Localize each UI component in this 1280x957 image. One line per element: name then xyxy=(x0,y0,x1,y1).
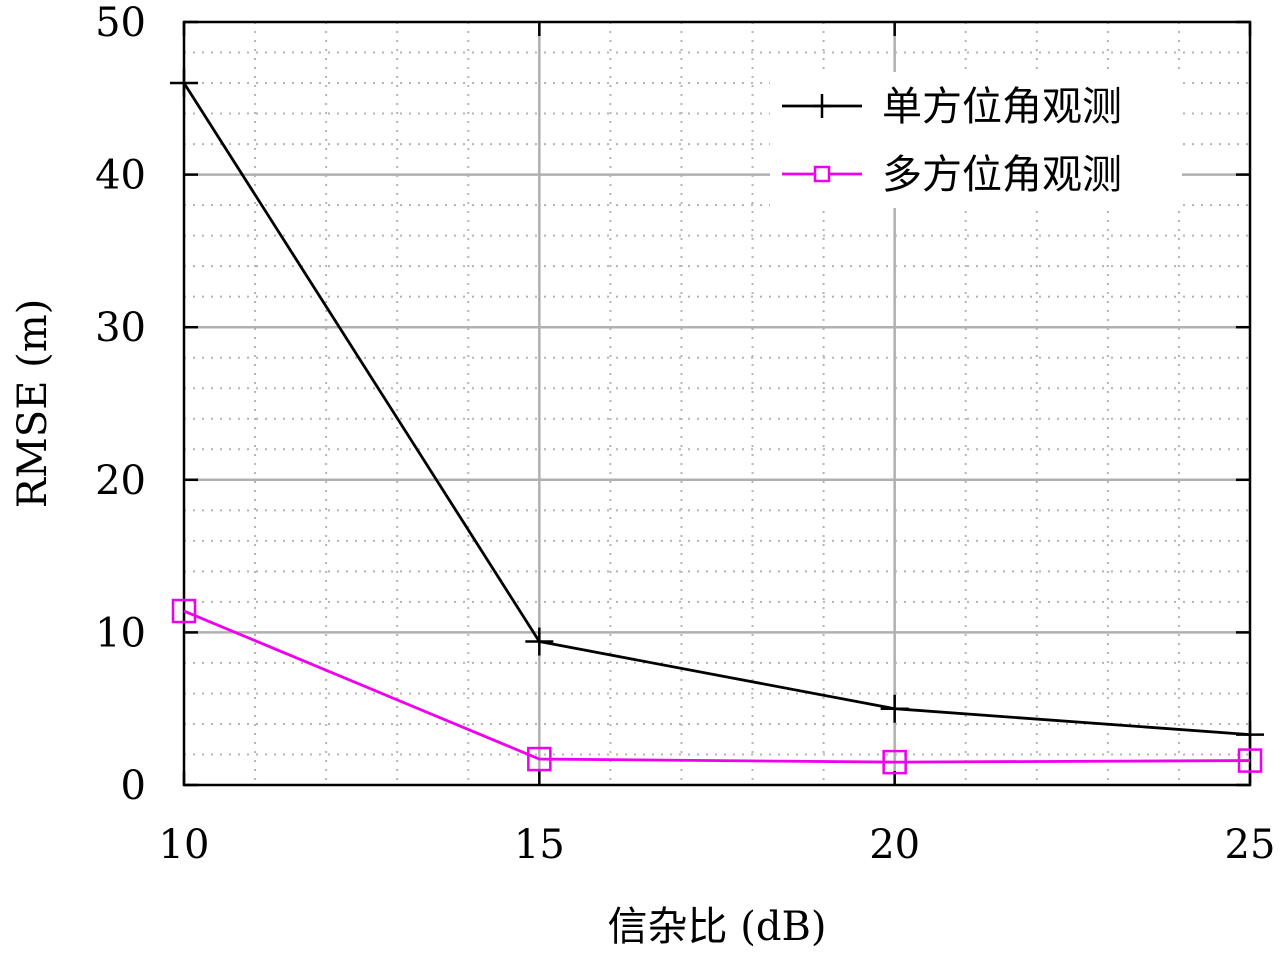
legend-entry: 单方位角观测 xyxy=(782,84,1122,130)
y-tick-label: 0 xyxy=(121,763,146,809)
legend-label: 单方位角观测 xyxy=(882,84,1122,130)
series-line xyxy=(182,82,1251,737)
x-tick-label: 20 xyxy=(869,822,920,868)
y-tick-label: 10 xyxy=(95,610,146,656)
legend-label: 多方位角观测 xyxy=(882,152,1122,198)
y-tick-label: 30 xyxy=(95,305,146,351)
legend-entry: 多方位角观测 xyxy=(782,152,1122,198)
x-tick-label: 10 xyxy=(159,822,210,868)
data-point-marker xyxy=(880,694,909,723)
legend-background xyxy=(770,72,1182,208)
data-point-marker xyxy=(1236,720,1264,749)
x-tick-label: 25 xyxy=(1225,822,1276,868)
data-point-marker xyxy=(525,627,554,656)
data-point-marker xyxy=(882,749,907,775)
data-point-marker xyxy=(170,69,198,98)
data-point-marker xyxy=(527,746,552,772)
x-tick-label: 15 xyxy=(514,822,565,868)
legend-marker xyxy=(813,165,831,183)
series-1 xyxy=(170,69,1264,749)
y-axis-title: RMSE (m) xyxy=(10,299,56,509)
plot-frame xyxy=(182,20,1252,787)
series-2 xyxy=(171,598,1263,775)
y-tick-label: 40 xyxy=(95,153,146,199)
y-tick-label: 50 xyxy=(95,0,146,46)
data-point-marker xyxy=(171,598,197,624)
series-line xyxy=(183,609,1251,764)
y-tick-label: 20 xyxy=(95,458,146,504)
series-layer xyxy=(170,69,1264,775)
legend-marker xyxy=(813,94,831,118)
data-point-marker xyxy=(1237,748,1263,773)
x-tick-labels: 10 15 20 25 xyxy=(159,822,1276,868)
x-axis-title: 信杂比 (dB) xyxy=(608,904,827,950)
minor-grid xyxy=(184,22,1250,785)
y-tick-labels: 0 10 20 30 40 50 xyxy=(95,0,146,809)
axis-ticks xyxy=(182,20,1252,787)
